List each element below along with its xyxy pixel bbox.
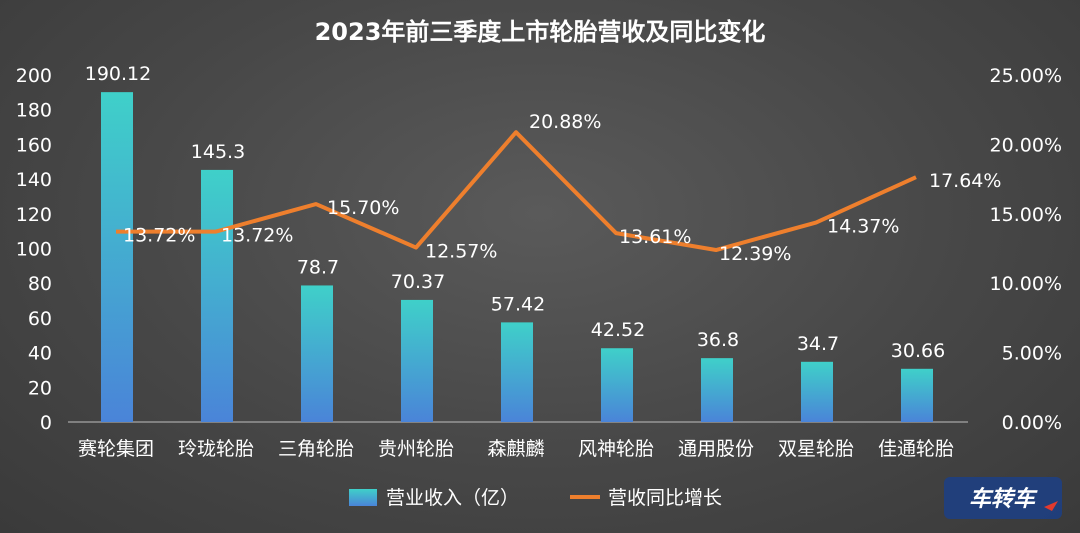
x-tick-label: 贵州轮胎 bbox=[378, 438, 454, 460]
right-y-tick-label: 25.00% bbox=[990, 65, 1062, 87]
right-y-axis: 0.00% 5.00% 10.00% 15.00% 20.00% 25.00% bbox=[990, 65, 1062, 434]
svg-text:车转车: 车转车 bbox=[969, 486, 1038, 512]
left-y-tick-label: 140 bbox=[16, 169, 52, 191]
left-y-tick-label: 120 bbox=[16, 204, 52, 226]
bar bbox=[601, 348, 633, 422]
x-tick-label: 通用股份 bbox=[678, 438, 754, 460]
line-data-label: 12.57% bbox=[425, 241, 497, 263]
line-data-label: 13.61% bbox=[619, 226, 691, 248]
left-y-tick-label: 200 bbox=[16, 65, 52, 87]
bar-data-label: 57.42 bbox=[491, 293, 545, 315]
left-y-tick-label: 0 bbox=[40, 412, 52, 434]
watermark-logo: 车转车 bbox=[944, 477, 1062, 519]
line-data-label: 12.39% bbox=[719, 243, 791, 265]
bar-data-label: 34.7 bbox=[797, 333, 839, 355]
right-y-tick-label: 20.00% bbox=[990, 134, 1062, 156]
x-tick-label: 玲珑轮胎 bbox=[178, 438, 254, 460]
line-data-label: 17.64% bbox=[929, 170, 1001, 192]
bar-data-label: 36.8 bbox=[697, 329, 739, 351]
x-tick-label: 三角轮胎 bbox=[278, 438, 354, 460]
left-y-tick-label: 160 bbox=[16, 134, 52, 156]
chart-title: 2023年前三季度上市轮胎营收及同比变化 bbox=[315, 18, 766, 46]
legend: 营业收入（亿） 营收同比增长 bbox=[349, 487, 722, 509]
left-y-tick-label: 60 bbox=[28, 308, 52, 330]
bar bbox=[701, 358, 733, 422]
bar bbox=[501, 322, 533, 422]
line-data-labels: 13.72% 13.72% 15.70% 12.57% 20.88% 13.61% 12.3… bbox=[123, 111, 1001, 265]
bar bbox=[101, 92, 133, 423]
left-y-tick-label: 80 bbox=[28, 273, 52, 295]
bar-data-label: 70.37 bbox=[391, 271, 445, 293]
legend-swatch-bar bbox=[349, 489, 377, 506]
bar-data-label: 42.52 bbox=[591, 319, 645, 341]
bar bbox=[901, 368, 933, 422]
bar-data-label: 190.12 bbox=[85, 63, 151, 85]
left-y-tick-label: 40 bbox=[28, 343, 52, 365]
bar bbox=[401, 299, 433, 422]
left-y-tick-label: 20 bbox=[28, 377, 52, 399]
bar-series bbox=[101, 92, 933, 423]
legend-label-line: 营收同比增长 bbox=[608, 487, 722, 509]
x-tick-label: 双星轮胎 bbox=[778, 438, 854, 460]
line-data-label: 15.70% bbox=[327, 197, 399, 219]
line-data-label: 13.72% bbox=[123, 225, 195, 247]
x-tick-label: 森麒麟 bbox=[487, 438, 544, 460]
bar bbox=[801, 361, 833, 422]
legend-label-bar: 营业收入（亿） bbox=[386, 487, 519, 509]
line-data-label: 20.88% bbox=[529, 111, 601, 133]
x-tick-label: 赛轮集团 bbox=[78, 438, 154, 460]
left-y-axis: 0 20 40 60 80 100 120 140 160 180 200 bbox=[16, 65, 52, 434]
bar-data-labels: 190.12 145.3 78.7 70.37 57.42 42.52 36.8 34.7 30… bbox=[85, 63, 945, 362]
bar-data-label: 30.66 bbox=[891, 340, 945, 362]
bar-data-label: 78.7 bbox=[297, 256, 339, 278]
left-y-tick-label: 180 bbox=[16, 100, 52, 122]
right-y-tick-label: 0.00% bbox=[1002, 412, 1062, 434]
x-axis-tick-labels: 赛轮集团 玲珑轮胎 三角轮胎 贵州轮胎 森麒麟 风神轮胎 通用股份 双星轮胎 佳通轮胎 bbox=[78, 438, 954, 460]
watermark-logo-graphic: 车转车 bbox=[944, 477, 1062, 519]
bar bbox=[201, 169, 233, 422]
bar-data-label: 145.3 bbox=[191, 141, 245, 163]
x-tick-label: 佳通轮胎 bbox=[878, 438, 954, 460]
right-y-tick-label: 10.00% bbox=[990, 273, 1062, 295]
bar bbox=[301, 285, 333, 422]
line-data-label: 14.37% bbox=[827, 216, 899, 238]
right-y-tick-label: 5.00% bbox=[1002, 343, 1062, 365]
right-y-tick-label: 15.00% bbox=[990, 204, 1062, 226]
line-series bbox=[115, 130, 917, 253]
left-y-tick-label: 100 bbox=[16, 239, 52, 261]
line-data-label: 13.72% bbox=[221, 225, 293, 247]
x-tick-label: 风神轮胎 bbox=[578, 438, 654, 460]
